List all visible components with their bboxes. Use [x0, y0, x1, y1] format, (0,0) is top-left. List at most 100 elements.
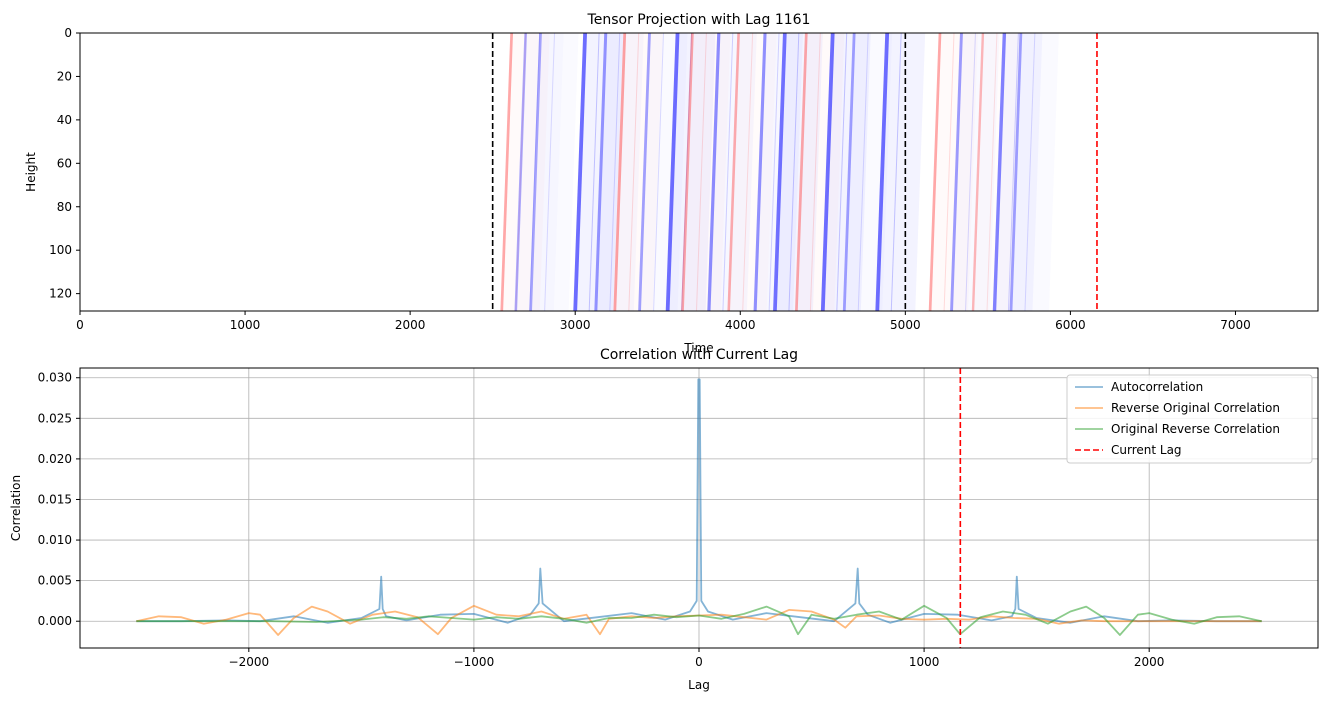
legend-label: Original Reverse Correlation: [1111, 422, 1280, 436]
x-tick-label: 0: [76, 318, 84, 332]
heatmap-stripe-echo: [857, 33, 869, 311]
heatmap-stripe-echo: [809, 33, 821, 311]
heatmap-stripe: [500, 33, 513, 311]
legend: Autocorrelation Reverse Original Correlat…: [1066, 374, 1313, 464]
x-tick-label: −1000: [454, 655, 495, 669]
heatmap-stripe-wake: [774, 33, 823, 311]
heatmap-stripe-echo: [628, 33, 640, 311]
correlation-x-label: Lag: [688, 678, 710, 692]
x-tick-label: 0: [695, 655, 703, 669]
x-tick-label: 3000: [560, 318, 591, 332]
y-tick-label: 0: [64, 26, 72, 40]
x-tick-label: 6000: [1055, 318, 1086, 332]
heatmap-stripe-echo: [722, 33, 734, 311]
x-tick-label: 2000: [1134, 655, 1165, 669]
y-tick-label: 0.010: [38, 533, 72, 547]
heatmap-title: Tensor Projection with Lag 1161: [587, 12, 811, 28]
heatmap-stripe: [1009, 33, 1023, 311]
legend-box: [1066, 374, 1313, 464]
correlation-y-label: Correlation: [9, 475, 23, 541]
heatmap-stripe: [707, 33, 721, 311]
heatmap-stripe-wake: [877, 33, 926, 311]
y-tick-label: 0.005: [38, 574, 72, 588]
heatmap-stripe-echo: [890, 33, 902, 311]
heatmap-stripe: [773, 33, 787, 311]
heatmap-stripe: [638, 33, 651, 311]
heatmap-stripe-wake: [822, 33, 871, 311]
heatmap-stripe: [992, 33, 1007, 311]
y-tick-label: 80: [57, 200, 72, 214]
y-tick-label: 0.030: [38, 371, 72, 385]
heatmap-stripe-echo: [609, 33, 621, 311]
heatmap-stripe: [950, 33, 963, 311]
heatmap-stripe-wake: [994, 33, 1043, 311]
heatmap-stripe: [842, 33, 856, 311]
heatmap-stripe-echo: [653, 33, 664, 311]
x-tick-label: −2000: [229, 655, 270, 669]
x-tick-label: 5000: [890, 318, 921, 332]
heatmap-stripe: [665, 33, 680, 311]
heatmap-y-ticks: 0 20 40 60 80 100 120: [49, 26, 80, 301]
heatmap-stripe: [875, 33, 890, 311]
y-tick-label: 0.015: [38, 492, 72, 506]
correlation-series: [136, 368, 1262, 648]
heatmap-stripes: [500, 33, 1043, 311]
y-tick-label: 0.025: [38, 411, 72, 425]
heatmap-stripe: [613, 33, 627, 311]
heatmap-stripe-echo: [986, 33, 998, 311]
heatmap-stripe-wake: [708, 33, 757, 311]
x-tick-label: 1000: [230, 318, 261, 332]
y-tick-label: 40: [57, 113, 72, 127]
heatmap-stripe: [727, 33, 740, 311]
x-tick-label: 4000: [725, 318, 756, 332]
heatmap-stripe: [514, 33, 527, 311]
y-tick-label: 0.020: [38, 452, 72, 466]
x-tick-label: 2000: [395, 318, 426, 332]
heatmap-stripe-echo: [943, 33, 955, 311]
heatmap-stripe-echo: [515, 33, 527, 311]
heatmap-stripe-echo: [836, 33, 848, 311]
y-tick-label: 100: [49, 243, 72, 257]
heatmap-stripe-echo: [768, 33, 780, 311]
heatmap-y-label: Height: [24, 152, 38, 192]
correlation-title: Correlation with Current Lag: [600, 347, 798, 363]
heatmap-stripe-echo: [544, 33, 556, 311]
heatmap-x-ticks: 0 1000 2000 3000 4000 5000 6000 7000: [76, 311, 1251, 332]
heatmap-stripe-echo: [742, 33, 754, 311]
heatmap-stripe-echo: [1024, 33, 1036, 311]
heatmap-stripe: [795, 33, 808, 311]
heatmap-stripe-wake: [575, 33, 624, 311]
correlation-x-ticks: −2000 −1000 0 1000 2000: [229, 648, 1165, 669]
heatmap-stripe: [594, 33, 608, 311]
heatmap-stripe-echo: [788, 33, 800, 311]
heatmap-stripe: [529, 33, 542, 311]
heatmap-stripe-echo: [695, 33, 707, 311]
y-tick-label: 0.000: [38, 614, 72, 628]
x-tick-label: 7000: [1220, 318, 1251, 332]
y-tick-label: 20: [57, 69, 72, 83]
heatmap-stripe: [820, 33, 835, 311]
correlation-panel: Correlation with Current Lag −2000 −1000 0…: [9, 347, 1319, 692]
heatmap-stripe-echo: [1007, 33, 1019, 311]
legend-label: Reverse Original Correlation: [1111, 401, 1280, 415]
series-line-1: [136, 378, 1262, 624]
x-tick-label: 1000: [909, 655, 940, 669]
correlation-y-ticks: 0.000 0.005 0.010 0.015 0.020 0.025 0.030: [38, 371, 80, 628]
heatmap-x-label: Time: [683, 341, 713, 355]
y-tick-label: 60: [57, 156, 72, 170]
heatmap-stripe-echo: [681, 33, 693, 311]
heatmap-stripe: [753, 33, 767, 311]
heatmap-axes-frame: [79, 32, 1319, 312]
legend-label: Autocorrelation: [1111, 380, 1203, 394]
heatmap-panel: Tensor Projection with Lag 1161 0 1000 200…: [24, 12, 1319, 355]
heatmap-markers: [491, 33, 1098, 311]
heatmap-stripe-echo: [588, 33, 600, 311]
heatmap-stripe-echo: [529, 33, 541, 311]
heatmap-stripe: [573, 33, 588, 311]
y-tick-label: 120: [49, 287, 72, 301]
heatmap-stripe: [928, 33, 942, 311]
series-line-3: [136, 604, 1262, 636]
heatmap-stripe: [681, 33, 694, 311]
heatmap-stripe: [971, 33, 985, 311]
